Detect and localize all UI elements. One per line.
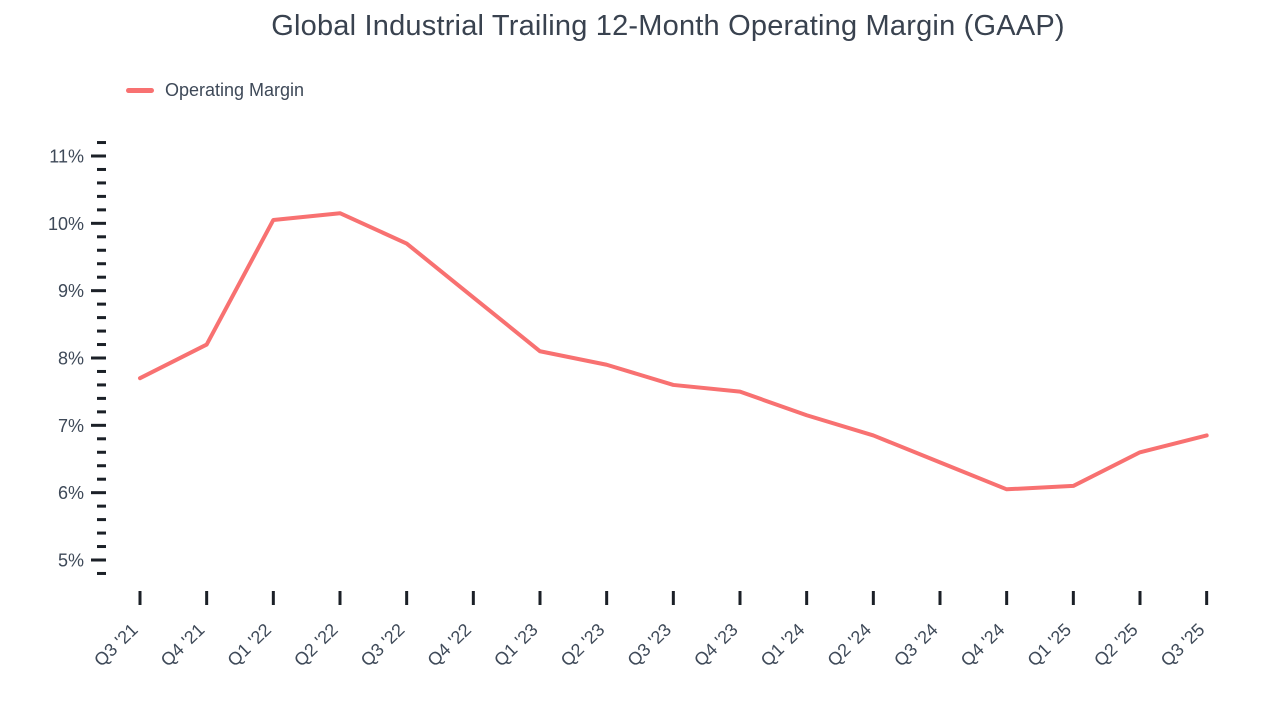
y-axis-label: 8% <box>58 348 84 368</box>
x-axis-label: Q2 '22 <box>290 619 342 670</box>
y-axis-label: 9% <box>58 281 84 301</box>
x-axis-label: Q2 '25 <box>1090 619 1142 670</box>
x-axis-label: Q3 '23 <box>623 619 675 670</box>
x-axis-label: Q2 '23 <box>557 619 609 670</box>
x-axis-label: Q4 '21 <box>157 619 209 670</box>
y-axis-label: 11% <box>49 147 84 167</box>
x-axis-label: Q4 '22 <box>423 619 475 670</box>
x-axis-label: Q3 '25 <box>1157 619 1209 670</box>
y-axis-label: 10% <box>48 214 84 234</box>
legend-item-operating-margin[interactable]: Operating Margin <box>126 80 304 101</box>
series-line-operating-margin <box>138 211 1209 492</box>
legend-line-swatch <box>126 88 154 93</box>
x-axis-label: Q3 '22 <box>357 619 409 670</box>
x-axis-label: Q4 '23 <box>690 619 742 670</box>
x-axis-label: Q1 '24 <box>757 619 809 670</box>
y-axis-label: 7% <box>58 416 84 436</box>
x-axis-label: Q3 '24 <box>890 619 942 670</box>
x-axis-label: Q1 '25 <box>1023 619 1075 670</box>
legend: Operating Margin <box>126 80 304 101</box>
legend-label: Operating Margin <box>165 80 305 100</box>
x-axis-label: Q1 '22 <box>223 619 275 670</box>
y-axis-label: 6% <box>58 483 84 503</box>
chart-title: Global Industrial Trailing 12-Month Oper… <box>271 10 1065 42</box>
x-axis-label: Q1 '23 <box>490 619 542 670</box>
x-axis-label: Q3 '21 <box>90 619 142 670</box>
x-axis-label: Q4 '24 <box>957 619 1009 670</box>
x-axis-label: Q2 '24 <box>823 619 875 670</box>
y-axis-label: 5% <box>58 550 84 570</box>
